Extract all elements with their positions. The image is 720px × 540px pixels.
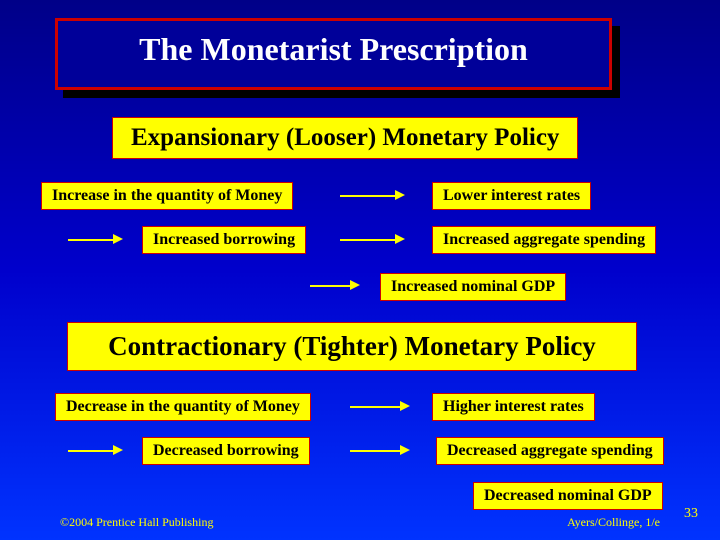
arrow6-head <box>113 445 123 455</box>
arrow5-line <box>350 406 400 408</box>
arrow6-line <box>68 450 113 452</box>
arrow4-line <box>310 285 350 287</box>
arrow7-head <box>400 445 410 455</box>
title-text: The Monetarist Prescription <box>139 31 528 67</box>
box-increased-spending: Increased aggregate spending <box>432 226 656 254</box>
footer-attribution: Ayers/Collinge, 1/e <box>567 515 660 530</box>
slide-number-text: 33 <box>684 506 698 521</box>
box8-text: Decreased borrowing <box>153 442 299 459</box>
slide-title: The Monetarist Prescription <box>55 18 612 90</box>
box2-text: Lower interest rates <box>443 187 580 204</box>
arrow3-head <box>395 234 405 244</box>
box-decreased-borrowing: Decreased borrowing <box>142 437 310 465</box>
footer-right-text: Ayers/Collinge, 1/e <box>567 515 660 529</box>
box-decreased-spending: Decreased aggregate spending <box>436 437 664 465</box>
arrow7-line <box>350 450 400 452</box>
box-higher-rates: Higher interest rates <box>432 393 595 421</box>
arrow2-line <box>68 239 113 241</box>
section1-text: Expansionary (Looser) Monetary Policy <box>131 124 559 151</box>
box-increase-money: Increase in the quantity of Money <box>41 182 293 210</box>
box10-text: Decreased nominal GDP <box>484 487 652 504</box>
box-lower-rates: Lower interest rates <box>432 182 591 210</box>
box4-text: Increased aggregate spending <box>443 231 645 248</box>
section2-header: Contractionary (Tighter) Monetary Policy <box>67 322 637 371</box>
box9-text: Decreased aggregate spending <box>447 442 653 459</box>
arrow2-head <box>113 234 123 244</box>
section1-header: Expansionary (Looser) Monetary Policy <box>112 117 578 159</box>
box-decrease-money: Decrease in the quantity of Money <box>55 393 311 421</box>
arrow1-head <box>395 190 405 200</box>
box5-text: Increased nominal GDP <box>391 278 555 295</box>
box6-text: Decrease in the quantity of Money <box>66 398 300 415</box>
box-increased-borrowing: Increased borrowing <box>142 226 306 254</box>
arrow1-line <box>340 195 395 197</box>
footer-left-text: ©2004 Prentice Hall Publishing <box>60 515 213 529</box>
slide-number: 33 <box>684 506 698 522</box>
arrow3-line <box>340 239 395 241</box>
section2-text: Contractionary (Tighter) Monetary Policy <box>108 331 596 361</box>
box1-text: Increase in the quantity of Money <box>52 187 282 204</box>
box7-text: Higher interest rates <box>443 398 584 415</box>
box3-text: Increased borrowing <box>153 231 295 248</box>
box-decreased-gdp: Decreased nominal GDP <box>473 482 663 510</box>
arrow5-head <box>400 401 410 411</box>
footer-copyright: ©2004 Prentice Hall Publishing <box>60 515 213 530</box>
box-increased-gdp: Increased nominal GDP <box>380 273 566 301</box>
arrow4-head <box>350 280 360 290</box>
